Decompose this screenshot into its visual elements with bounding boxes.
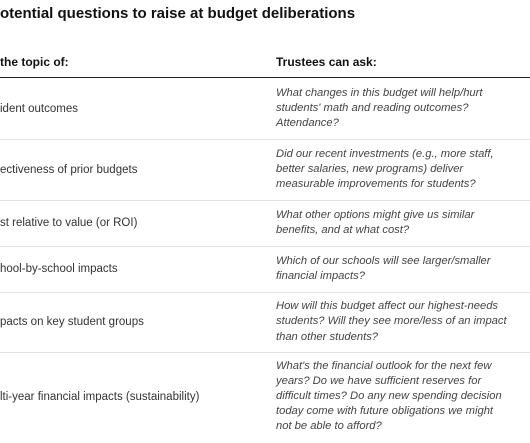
question-line: years? Do we have sufficient reserves fo… <box>276 374 482 387</box>
topic-cell: lti-year financial impacts (sustainabili… <box>0 390 200 403</box>
row-divider <box>0 246 530 247</box>
column-header: Trustees can ask: <box>276 55 377 69</box>
question-line: What other options might give us similar <box>276 208 475 221</box>
topic-cell: ectiveness of prior budgets <box>0 163 138 176</box>
question-line: today come with future obligations we mi… <box>276 405 494 418</box>
question-line: students' math and reading outcomes? <box>276 101 469 114</box>
question-line: Which of our schools will see larger/sma… <box>276 254 491 267</box>
question-cell: What's the financial outlook for the nex… <box>276 359 502 435</box>
question-cell: What changes in this budget will help/hu… <box>276 86 482 132</box>
topic-cell: st relative to value (or ROI) <box>0 217 138 229</box>
question-line: students? Will they see more/less of an … <box>276 315 507 328</box>
question-line: difficult times? Do any new spending dec… <box>276 389 502 402</box>
question-line: How will this budget affect our highest-… <box>276 300 499 313</box>
question-line: What changes in this budget will help/hu… <box>276 86 483 99</box>
question-line: financial impacts? <box>276 269 365 282</box>
row-divider <box>0 139 530 140</box>
question-cell: What other options might give us similar… <box>276 208 474 238</box>
title: otential questions to raise at budget de… <box>0 5 356 22</box>
question-cell: Did our recent investments (e.g., more s… <box>276 147 494 193</box>
question-cell: How will this budget affect our highest-… <box>276 299 507 345</box>
column-header: the topic of: <box>0 55 69 69</box>
question-line: than other students? <box>276 330 379 343</box>
question-line: better salaries, new programs) deliver <box>276 162 464 175</box>
question-line: benefits, and at what cost? <box>276 223 410 236</box>
topic-cell: pacts on key student groups <box>0 316 144 328</box>
topic-cell: hool-by-school impacts <box>0 263 118 275</box>
question-line: not be able to afford? <box>276 420 382 433</box>
question-line: What's the financial outlook for the nex… <box>276 359 492 372</box>
row-divider <box>0 352 530 353</box>
question-cell: Which of our schools will see larger/sma… <box>276 254 491 284</box>
question-line: measurable improvements for students? <box>276 178 476 191</box>
row-divider <box>0 292 530 293</box>
row-divider <box>0 200 530 201</box>
question-line: Did our recent investments (e.g., more s… <box>276 147 494 160</box>
topic-cell: ident outcomes <box>0 102 78 115</box>
header-rule <box>0 77 530 78</box>
question-line: Attendance? <box>276 117 339 130</box>
